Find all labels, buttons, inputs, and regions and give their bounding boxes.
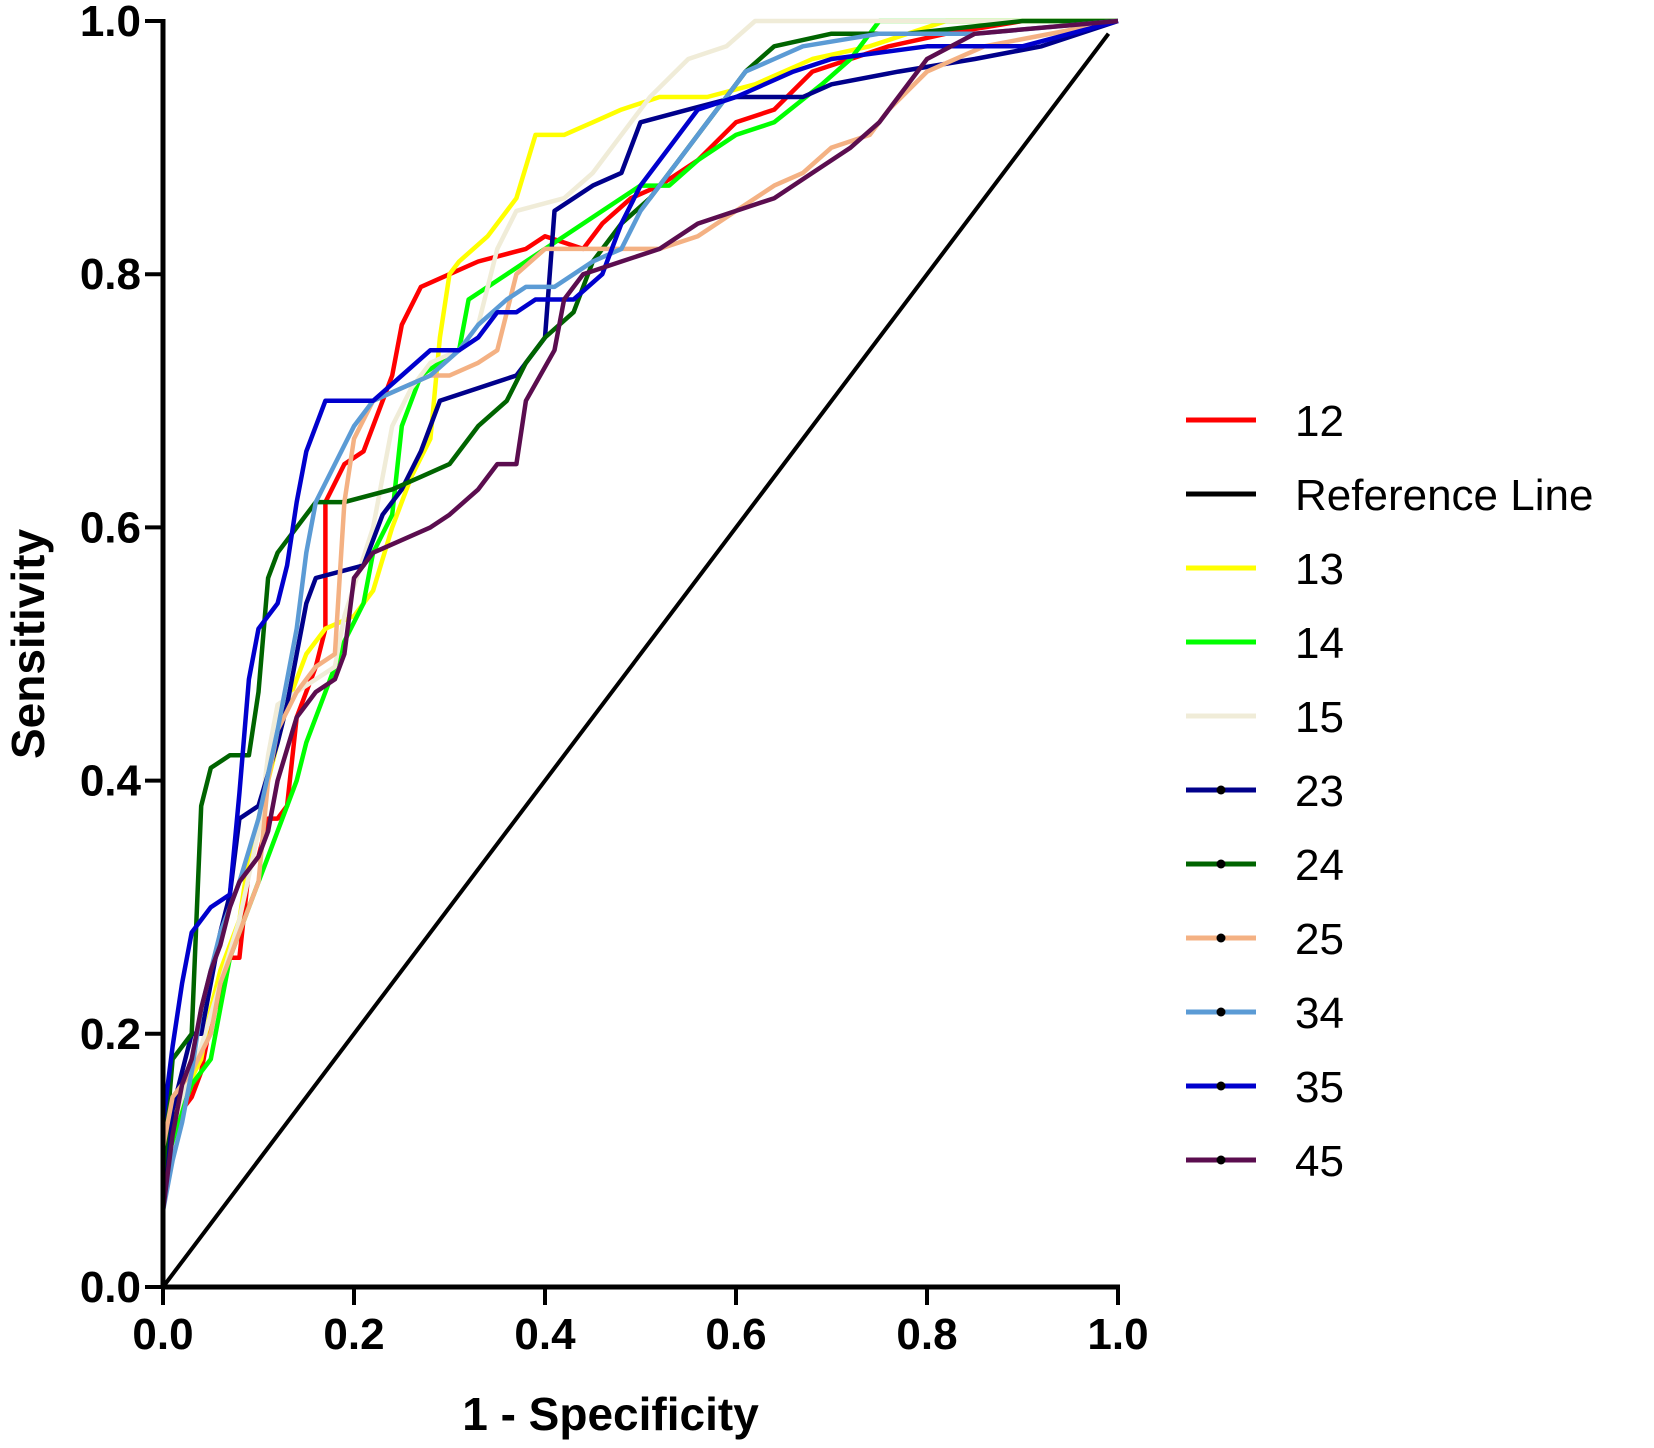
x-tick-label: 0.6 <box>705 1310 766 1359</box>
legend: 12 Reference Line 13 14 15 23 24 25 34 35 45 <box>1186 397 1593 1186</box>
x-tick-label: 1.0 <box>1087 1310 1148 1359</box>
y-tick-label: 0.8 <box>80 250 141 299</box>
legend-label: 13 <box>1295 545 1344 594</box>
y-tick-label: 0.6 <box>80 503 141 552</box>
legend-label: 34 <box>1295 989 1344 1038</box>
legend-marker-dot <box>1216 933 1226 943</box>
y-axis-ticks: 0.0 0.2 0.4 0.6 0.8 1.0 <box>80 0 163 1312</box>
x-axis-ticks: 0.0 0.2 0.4 0.6 0.8 1.0 <box>132 1287 1149 1359</box>
y-tick-label: 0.4 <box>80 757 142 806</box>
legend-marker-dot <box>1216 1155 1226 1165</box>
legend-marker-dot <box>1216 785 1226 795</box>
x-axis-title: 1 - Specificity <box>462 1388 759 1440</box>
series-line-34 <box>160 18 1119 1212</box>
x-tick-label: 0.0 <box>132 1310 193 1359</box>
axes <box>160 19 1120 1290</box>
series-line-35 <box>160 18 1119 1123</box>
x-tick-label: 0.4 <box>514 1310 576 1359</box>
y-tick-label: 0.0 <box>80 1263 141 1312</box>
plot-lines <box>160 18 1119 1289</box>
series-line-reference-line <box>161 32 1111 1289</box>
legend-marker-dot <box>1216 859 1226 869</box>
legend-label: 15 <box>1295 693 1344 742</box>
legend-label: 14 <box>1295 619 1344 668</box>
x-tick-label: 0.8 <box>896 1310 957 1359</box>
legend-label: 35 <box>1295 1063 1344 1112</box>
legend-label: 24 <box>1295 841 1344 890</box>
legend-marker-dot <box>1216 1007 1226 1017</box>
series-line-15 <box>160 18 1118 1162</box>
y-tick-label: 1.0 <box>80 0 141 46</box>
x-tick-label: 0.2 <box>323 1310 384 1359</box>
legend-label: 45 <box>1295 1137 1344 1186</box>
y-tick-label: 0.2 <box>80 1010 141 1059</box>
legend-label: 12 <box>1295 397 1344 446</box>
y-axis-title: Sensitivity <box>2 529 54 760</box>
series-line-23 <box>160 18 1119 1199</box>
series-line-45 <box>160 18 1119 1212</box>
legend-label: Reference Line <box>1295 471 1593 520</box>
legend-label: 25 <box>1295 915 1344 964</box>
series-line-25 <box>160 18 1119 1149</box>
legend-label: 23 <box>1295 767 1344 816</box>
legend-marker-dot <box>1216 1081 1226 1091</box>
